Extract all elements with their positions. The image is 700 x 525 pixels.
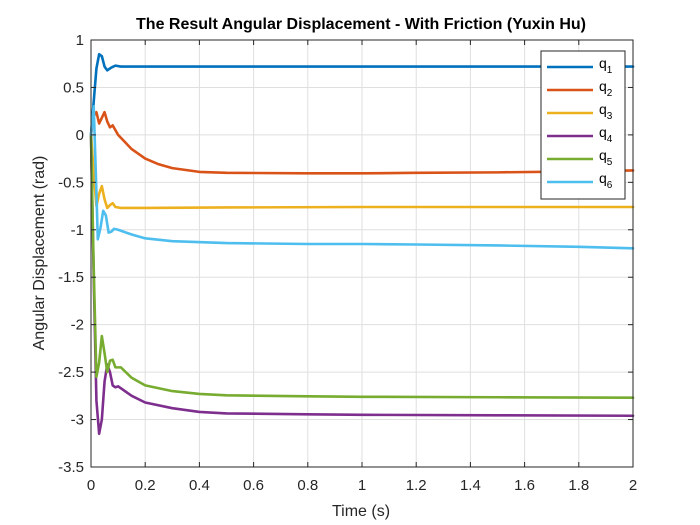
axes: 0 0.2 0.4 0.6 0.8 1 1.2 1.4 1.6 1.8 2 1 0.5 0 -0.5 -1 -1… (58, 32, 637, 494)
series-line-q5 (89, 133, 635, 400)
y-tick-label: 1 (76, 32, 84, 49)
x-tick-label: 1.4 (460, 477, 481, 494)
legend-label-q5: q5 (599, 147, 613, 168)
x-tick-label: 1.2 (406, 477, 427, 494)
y-tick-label: -2 (71, 317, 84, 334)
legend-label-q2: q2 (599, 78, 613, 99)
x-axis-label: Time (s) (332, 503, 390, 520)
y-tick-label: -2.5 (58, 364, 84, 381)
series-line-q4 (89, 133, 635, 436)
chart-title: The Result Angular Displacement - With F… (136, 16, 586, 33)
x-tick-label: 0.4 (189, 477, 210, 494)
x-tick-label: 0 (87, 477, 95, 494)
x-tick-label: 1.8 (568, 477, 589, 494)
y-tick-label: 0.5 (63, 79, 84, 96)
y-tick-label: -3 (71, 412, 84, 429)
y-tick-label: 0 (76, 127, 84, 144)
series-line-q1 (89, 52, 635, 137)
y-tick-label: -0.5 (58, 174, 84, 191)
x-tick-label: 2 (629, 477, 637, 494)
plot-series (89, 52, 635, 436)
y-axis-label: Angular Displacement (rad) (31, 156, 48, 351)
x-tick-label: 0.6 (243, 477, 264, 494)
legend-box (540, 50, 626, 200)
legend-label-q1: q1 (599, 55, 613, 76)
y-tick-label: -3.5 (58, 459, 84, 476)
series-line-q2 (89, 110, 635, 175)
legend-label-q3: q3 (599, 101, 613, 122)
x-tick-label: 1.6 (514, 477, 535, 494)
legend-label-q4: q4 (599, 124, 613, 145)
x-tick-label: 0.8 (297, 477, 318, 494)
y-tick-label: -1 (71, 222, 84, 239)
y-tick-label: -1.5 (58, 269, 84, 286)
series-line-q6 (89, 105, 635, 250)
x-tick-label: 0.2 (135, 477, 156, 494)
x-tick-label: 1 (358, 477, 366, 494)
legend-label-q6: q6 (599, 170, 613, 191)
